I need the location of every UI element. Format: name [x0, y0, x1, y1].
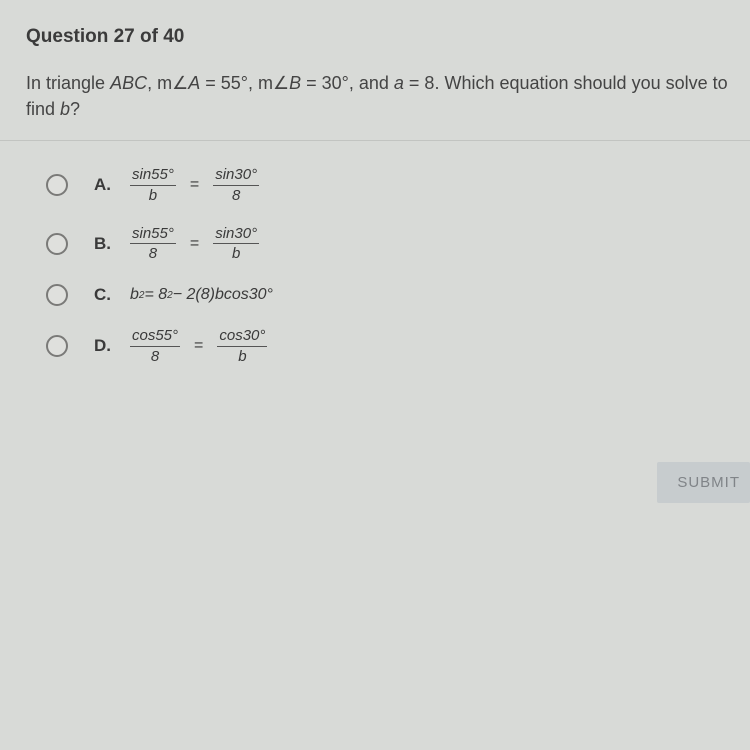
fraction-bar [130, 346, 180, 347]
denominator: b [230, 246, 242, 262]
t: a [394, 73, 404, 93]
denominator: b [236, 349, 248, 365]
fraction-bar [213, 243, 259, 244]
question-prompt: In triangle ABC, m∠A = 55°, m∠B = 30°, a… [26, 70, 750, 122]
option-letter: B. [94, 234, 116, 254]
option-expr: b2 = 82 − 2(8)bcos30° [130, 286, 273, 304]
radio-icon [46, 174, 68, 196]
option-c[interactable]: C. b2 = 82 − 2(8)bcos30° [46, 284, 750, 306]
fraction: sin55° b [130, 167, 176, 204]
fraction: sin30° b [213, 226, 259, 263]
fraction-bar [130, 243, 176, 244]
t: = 30°, and [301, 73, 394, 93]
submit-button[interactable]: SUBMIT [657, 462, 750, 503]
numerator: sin30° [213, 167, 259, 183]
t: − 2(8)bcos30° [173, 286, 273, 304]
option-letter: C. [94, 285, 116, 305]
t: = 8 [144, 286, 167, 304]
t: A [188, 73, 200, 93]
options-list: A. sin55° b = sin30° 8 B. sin55° 8 = [26, 167, 750, 365]
equals: = [190, 176, 199, 194]
radio-icon [46, 335, 68, 357]
equals: = [190, 235, 199, 253]
numerator: sin30° [213, 226, 259, 242]
fraction-bar [130, 185, 176, 186]
option-d[interactable]: D. cos55° 8 = cos30° b [46, 328, 750, 365]
fraction: sin30° 8 [213, 167, 259, 204]
denominator: b [147, 188, 159, 204]
numerator: sin55° [130, 167, 176, 183]
t: B [289, 73, 301, 93]
denominator: 8 [149, 349, 161, 365]
equals: = [194, 337, 203, 355]
numerator: cos55° [130, 328, 180, 344]
numerator: cos30° [217, 328, 267, 344]
option-expr: sin55° 8 = sin30° b [130, 226, 259, 263]
fraction: sin55° 8 [130, 226, 176, 263]
t: , m∠ [147, 73, 188, 93]
numerator: sin55° [130, 226, 176, 242]
fraction-bar [213, 185, 259, 186]
fraction-bar [217, 346, 267, 347]
t: b [130, 286, 139, 304]
question-counter: Question 27 of 40 [26, 26, 750, 48]
denominator: 8 [147, 246, 159, 262]
radio-icon [46, 284, 68, 306]
t: = 55°, m∠ [200, 73, 289, 93]
option-a[interactable]: A. sin55° b = sin30° 8 [46, 167, 750, 204]
option-expr: cos55° 8 = cos30° b [130, 328, 267, 365]
fraction: cos55° 8 [130, 328, 180, 365]
denominator: 8 [230, 188, 242, 204]
option-b[interactable]: B. sin55° 8 = sin30° b [46, 226, 750, 263]
option-letter: A. [94, 175, 116, 195]
t: ? [70, 99, 80, 119]
divider [0, 140, 750, 141]
option-expr: sin55° b = sin30° 8 [130, 167, 259, 204]
t: b [60, 99, 70, 119]
t: In triangle [26, 73, 110, 93]
radio-icon [46, 233, 68, 255]
fraction: cos30° b [217, 328, 267, 365]
t: ABC [110, 73, 147, 93]
option-letter: D. [94, 336, 116, 356]
